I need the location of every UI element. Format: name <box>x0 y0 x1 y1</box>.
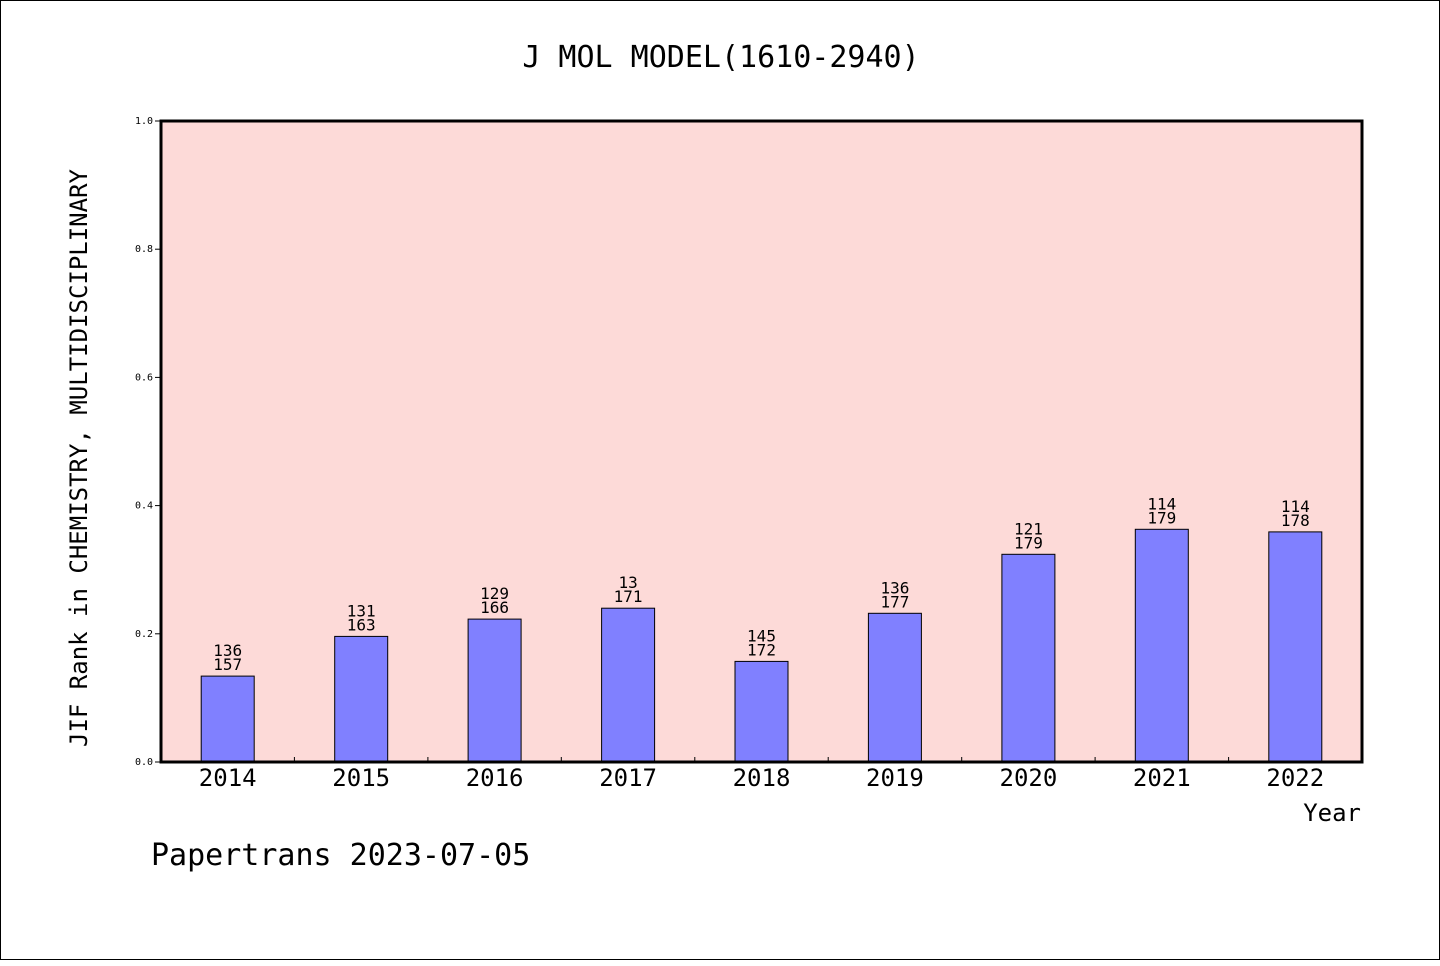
bar-2020 <box>1001 553 1056 763</box>
footer-text: Papertrans 2023-07-05 <box>151 838 530 873</box>
x-tick-label-2018: 2018 <box>733 764 791 792</box>
y-tick-label-0.8: 0.8 <box>135 244 153 255</box>
bar-2019 <box>867 612 922 763</box>
bar-label-top-2016: 129 <box>480 584 509 603</box>
bar-label-top-2015: 131 <box>347 601 376 620</box>
x-tick-label-2019: 2019 <box>866 764 924 792</box>
bar-label-top-2019: 136 <box>880 578 909 597</box>
y-tick-label-1.0: 1.0 <box>135 116 153 127</box>
x-tick-label-2015: 2015 <box>332 764 390 792</box>
bar-2014 <box>200 675 255 763</box>
y-tick-label-0.4: 0.4 <box>135 501 153 512</box>
chart-title: J MOL MODEL(1610-2940) <box>522 40 919 75</box>
bars-group <box>200 528 1323 763</box>
bar-2021 <box>1134 528 1189 763</box>
bar-label-bottom-2017: 171 <box>614 587 643 606</box>
bar-label-top-2020: 121 <box>1014 519 1043 538</box>
bar-label-top-2021: 114 <box>1147 494 1176 513</box>
bar-label-bottom-2018: 172 <box>747 640 776 659</box>
x-tick-label-2020: 2020 <box>1000 764 1058 792</box>
bar-label-bottom-2015: 163 <box>347 615 376 634</box>
bar-label-top-2018: 145 <box>747 626 776 645</box>
x-tick-label-2014: 2014 <box>199 764 257 792</box>
bar-label-bottom-2020: 179 <box>1014 533 1043 552</box>
x-tick-label-2021: 2021 <box>1133 764 1191 792</box>
bar-2015 <box>334 635 389 763</box>
bar-label-bottom-2019: 177 <box>880 592 909 611</box>
x-axis: 2014 2015 2016 2017 2018 2019 2020 2021 2022 <box>199 757 1324 792</box>
x-tick-label-2022: 2022 <box>1266 764 1324 792</box>
y-tick-label-0.6: 0.6 <box>135 372 153 383</box>
bar-label-bottom-2016: 166 <box>480 598 509 617</box>
value-labels-group: 1361571311631291661317114517213617712117… <box>213 494 1310 674</box>
x-tick-label-2017: 2017 <box>599 764 657 792</box>
bar-2018 <box>734 660 789 763</box>
bar-2022 <box>1268 531 1323 763</box>
bar-label-bottom-2014: 157 <box>213 655 242 674</box>
x-tick-label-2016: 2016 <box>466 764 524 792</box>
bar-2016 <box>467 618 522 763</box>
y-axis-label: JIF Rank in CHEMISTRY, MULTIDISCIPLINARY <box>65 168 93 747</box>
y-axis: 0.0 0.2 0.4 0.6 0.8 1.0 <box>135 116 161 768</box>
bar-label-bottom-2021: 179 <box>1147 508 1176 527</box>
bar-label-top-2022: 114 <box>1281 497 1310 516</box>
bar-2017 <box>601 607 656 763</box>
bar-label-top-2017: 13 <box>618 573 637 592</box>
plot-border <box>159 119 1364 764</box>
bar-label-bottom-2022: 178 <box>1281 511 1310 530</box>
bar-label-top-2014: 136 <box>213 641 242 660</box>
y-tick-label-0.2: 0.2 <box>135 629 153 640</box>
x-axis-label: Year <box>1303 799 1361 827</box>
y-tick-label-0.0: 0.0 <box>135 757 153 768</box>
